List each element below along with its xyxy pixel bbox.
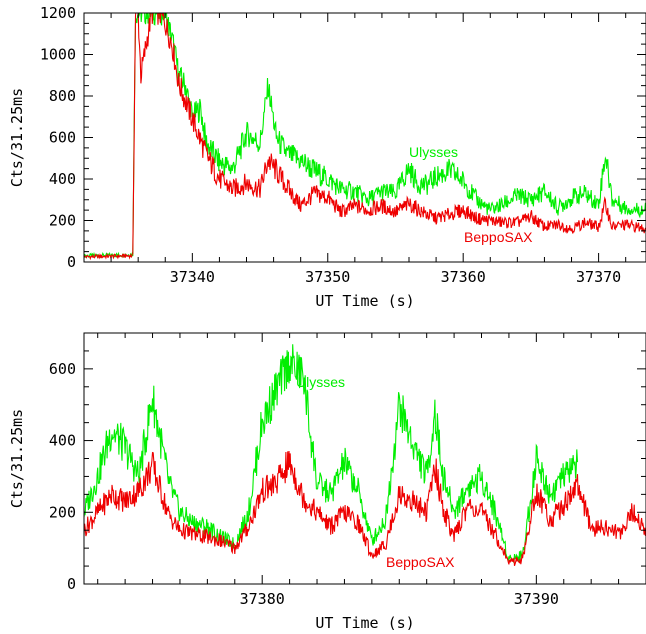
y-tick-label: 0 bbox=[67, 253, 76, 271]
y-tick-label: 200 bbox=[49, 212, 76, 230]
y-tick-label: 400 bbox=[49, 170, 76, 188]
series-line-bepposax bbox=[84, 13, 646, 261]
x-tick-label: 37350 bbox=[305, 268, 350, 286]
y-axis-label: Cts/31.25ms bbox=[8, 409, 26, 508]
x-tick-label: 37370 bbox=[576, 268, 621, 286]
y-tick-label: 1000 bbox=[40, 46, 76, 64]
y-tick-label: 0 bbox=[67, 575, 76, 593]
y-tick-label: 600 bbox=[49, 129, 76, 147]
y-tick-label: 800 bbox=[49, 87, 76, 105]
y-axis-label: Cts/31.25ms bbox=[8, 88, 26, 187]
series-line-ulysses bbox=[84, 344, 579, 563]
x-tick-label: 37340 bbox=[170, 268, 215, 286]
x-tick-label: 37380 bbox=[240, 590, 285, 608]
y-tick-label: 200 bbox=[49, 503, 76, 521]
top-panel: 37340 37350 37360 37370 0 200 400 600 800 1000 120… bbox=[8, 4, 646, 310]
y-tick-label: 1200 bbox=[40, 4, 76, 22]
x-axis-label: UT Time (s) bbox=[315, 614, 414, 632]
x-tick-label: 37360 bbox=[441, 268, 486, 286]
bottom-panel: 37380 37390 0 200 400 600 UT Time (s) Cts/31.25… bbox=[8, 332, 646, 632]
series-label-bepposax: BeppoSAX bbox=[464, 229, 533, 245]
y-tick-label: 600 bbox=[49, 360, 76, 378]
series-line-ulysses bbox=[84, 13, 646, 259]
series-label-ulysses: Ulysses bbox=[409, 144, 458, 160]
x-tick-label: 37390 bbox=[514, 590, 559, 608]
x-axis-label: UT Time (s) bbox=[315, 292, 414, 310]
y-tick-label: 400 bbox=[49, 432, 76, 450]
series-label-ulysses: Ulysses bbox=[296, 374, 345, 390]
series-label-bepposax: BeppoSAX bbox=[386, 554, 455, 570]
series-line-bepposax bbox=[84, 450, 646, 566]
